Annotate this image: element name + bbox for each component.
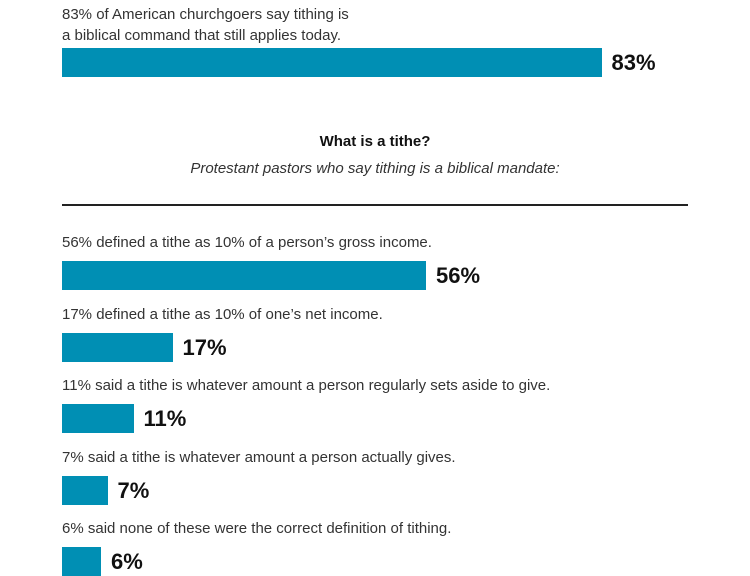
bar-value-3: 11%	[143, 406, 187, 431]
bar-caption-0: 83% of American churchgoers say tithing …	[62, 6, 349, 44]
bar-caption-5: 6% said none of these were the correct d…	[62, 520, 452, 537]
bar-caption-3: 11% said a tithe is whatever amount a pe…	[62, 377, 551, 394]
bar-4	[62, 476, 108, 505]
bar-5	[62, 547, 101, 576]
bar-value-4: 7%	[117, 478, 150, 503]
chart-title: What is a tithe?	[319, 133, 431, 150]
chart-subtitle: Protestant pastors who say tithing is a …	[190, 160, 560, 177]
bar-2	[62, 333, 173, 362]
bar-3	[62, 404, 134, 433]
bar-value-2: 17%	[182, 335, 227, 360]
title-divider	[62, 204, 688, 206]
bar-caption-1: 56% defined a tithe as 10% of a person’s…	[62, 234, 432, 251]
bar-caption-4: 7% said a tithe is whatever amount a per…	[62, 449, 456, 466]
bar-0	[62, 48, 602, 77]
bar-caption-2: 17% defined a tithe as 10% of one’s net …	[62, 306, 383, 323]
bar-value-0: 83%	[611, 50, 656, 75]
bar-value-5: 6%	[111, 549, 143, 574]
bar-1	[62, 261, 426, 290]
bar-value-1: 56%	[436, 263, 481, 288]
